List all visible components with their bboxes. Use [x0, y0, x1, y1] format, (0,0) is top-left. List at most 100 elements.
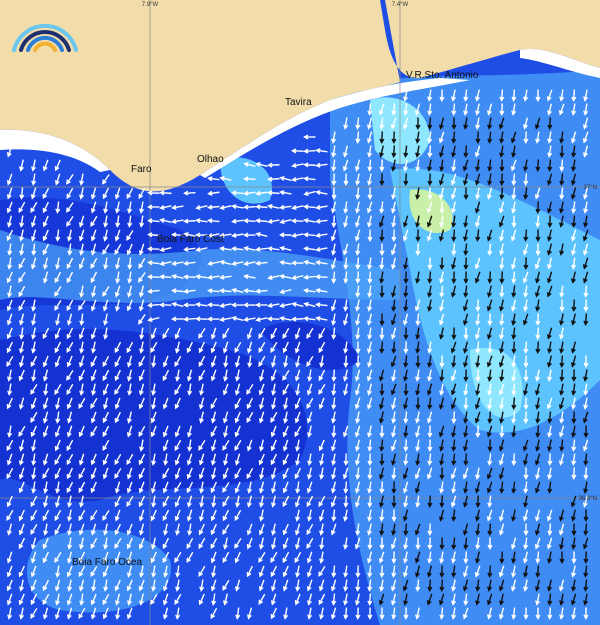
- arrow: [439, 579, 445, 592]
- arrow: [426, 593, 433, 606]
- arrow: [511, 509, 517, 522]
- arrow: [535, 201, 541, 214]
- arrow: [307, 607, 313, 620]
- arrow: [243, 176, 256, 182]
- arrow: [31, 243, 37, 256]
- arrow: [258, 453, 265, 466]
- arrow: [102, 286, 110, 297]
- arrow: [114, 537, 122, 549]
- arrow: [439, 383, 445, 396]
- arrow: [391, 369, 397, 382]
- arrow: [18, 285, 26, 298]
- arrow: [126, 607, 133, 620]
- arrow: [139, 341, 145, 354]
- arrow: [499, 313, 505, 326]
- arrow: [234, 341, 242, 354]
- arrow: [343, 117, 349, 130]
- arrow: [510, 579, 517, 592]
- arrow: [294, 523, 301, 536]
- arrow: [78, 565, 86, 578]
- arrow: [463, 229, 468, 242]
- arrow: [511, 173, 517, 186]
- arrow: [331, 383, 337, 396]
- arrow: [523, 257, 529, 270]
- arrow: [535, 397, 541, 410]
- arrow: [354, 369, 361, 382]
- arrow: [42, 495, 48, 508]
- arrow: [486, 187, 493, 200]
- arrow: [243, 288, 256, 294]
- arrow: [147, 246, 160, 252]
- arrow: [270, 453, 278, 466]
- arrow: [159, 204, 172, 210]
- arrow: [315, 190, 328, 196]
- arrow: [354, 495, 361, 508]
- arrow: [42, 369, 49, 382]
- arrow: [379, 579, 385, 592]
- arrow: [31, 369, 37, 382]
- arrow: [463, 89, 469, 102]
- arrow: [474, 145, 481, 158]
- place-label: Olhao: [197, 154, 224, 165]
- arrow: [114, 187, 121, 200]
- arrow: [186, 425, 193, 438]
- arrow: [295, 579, 301, 592]
- arrow: [499, 145, 505, 158]
- arrow: [535, 299, 541, 312]
- arrow: [486, 299, 493, 312]
- arrow: [78, 229, 85, 242]
- arrow: [582, 439, 589, 452]
- arrow: [354, 453, 361, 466]
- arrow: [79, 187, 84, 200]
- arrow: [186, 467, 193, 480]
- arrow: [534, 257, 541, 270]
- arrow: [379, 383, 385, 396]
- arrow: [126, 285, 133, 298]
- arrow: [246, 341, 253, 354]
- arrow: [211, 495, 217, 508]
- arrow: [558, 523, 565, 536]
- arrow: [231, 315, 244, 322]
- arrow: [114, 579, 121, 592]
- arrow: [342, 159, 349, 172]
- arrow: [102, 439, 110, 452]
- arrow: [355, 327, 361, 340]
- arrow: [342, 145, 349, 158]
- arrow: [66, 593, 73, 606]
- arrow: [283, 397, 289, 410]
- arrow: [147, 218, 160, 224]
- arrow: [343, 579, 349, 592]
- arrow: [231, 287, 244, 293]
- arrow: [255, 204, 268, 210]
- arrow: [267, 316, 280, 322]
- arrow: [379, 131, 385, 144]
- arrow: [403, 257, 409, 270]
- arrow: [54, 453, 62, 466]
- arrow: [7, 257, 13, 270]
- place-label: Boia Faro Ocea: [72, 557, 142, 568]
- arrow: [498, 523, 505, 536]
- arrow: [379, 523, 385, 536]
- arrow: [195, 218, 208, 224]
- arrow: [42, 411, 49, 424]
- arrow: [54, 159, 61, 172]
- arrow: [279, 316, 292, 322]
- arrow: [31, 453, 37, 466]
- arrow: [18, 355, 25, 368]
- arrow: [330, 481, 337, 494]
- arrow: [498, 439, 505, 452]
- arrow: [354, 481, 361, 494]
- arrow: [511, 313, 517, 326]
- arrow: [303, 246, 316, 252]
- arrow: [223, 425, 228, 438]
- arrow: [499, 271, 505, 284]
- arrow: [486, 103, 493, 116]
- arrow: [343, 453, 349, 466]
- arrow: [171, 260, 184, 266]
- arrow: [211, 593, 217, 606]
- arrow: [547, 523, 553, 536]
- arrow: [391, 411, 397, 424]
- arrow: [6, 299, 13, 312]
- arrow: [582, 117, 589, 130]
- arrow: [79, 313, 85, 326]
